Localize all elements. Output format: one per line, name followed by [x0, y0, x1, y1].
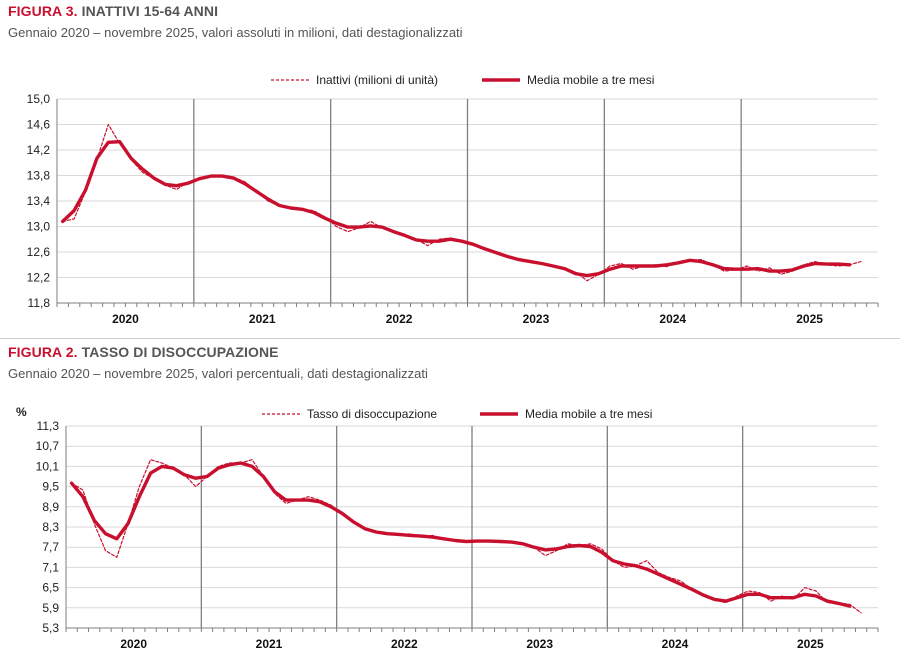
disoccupazione-y-tick-label: 7,1 [42, 560, 59, 574]
inattivi-y-tick-label: 15,0 [27, 92, 51, 106]
inattivi-year-label: 2023 [523, 312, 550, 326]
inattivi-y-tick-label: 13,8 [27, 169, 51, 183]
disoccupazione-legend-label: Media mobile a tre mesi [525, 407, 652, 421]
disoccupazione-year-label: 2022 [391, 637, 418, 651]
disoccupazione-year-label: 2023 [526, 637, 553, 651]
figure-separator [0, 338, 900, 339]
figure-3-title: FIGURA 3. INATTIVI 15-64 ANNI [8, 3, 218, 19]
disoccupazione-y-tick-label: 6,5 [42, 581, 59, 595]
inattivi-legend-label: Media mobile a tre mesi [527, 73, 654, 87]
inattivi-y-tick-label: 14,2 [27, 143, 51, 157]
disoccupazione-y-tick-label: 8,9 [42, 500, 59, 514]
figure-2-title: FIGURA 2. TASSO DI DISOCCUPAZIONE [8, 344, 279, 360]
disoccupazione-year-label: 2020 [120, 637, 147, 651]
disoccupazione-y-tick-label: 11,3 [37, 419, 60, 433]
figure-3-heading: INATTIVI 15-64 ANNI [81, 3, 219, 19]
inattivi-y-tick-label: 11,8 [28, 296, 51, 310]
inattivi-y-tick-label: 13,4 [27, 194, 51, 208]
disoccupazione-legend-label: Tasso di disoccupazione [307, 407, 437, 421]
disoccupazione-y-tick-label: 5,9 [42, 601, 59, 615]
disoccupazione-y-tick-label: 10,1 [36, 459, 60, 473]
inattivi-series-moving-average-line [61, 139, 852, 278]
figure-3-subtitle: Gennaio 2020 – novembre 2025, valori ass… [8, 25, 463, 40]
disoccupazione-y-tick-label: 7,7 [42, 540, 59, 554]
inattivi-y-tick-label: 12,2 [27, 271, 51, 285]
disoccupazione-y-tick-label: 8,3 [42, 520, 59, 534]
inattivi-year-label: 2020 [112, 312, 139, 326]
inattivi-year-label: 2021 [249, 312, 276, 326]
disoccupazione-year-label: 2021 [256, 637, 283, 651]
inattivi-y-tick-label: 14,6 [27, 118, 51, 132]
inattivi-year-label: 2022 [386, 312, 413, 326]
disoccupazione-series-moving-average-line [69, 461, 852, 608]
inattivi-y-tick-label: 12,6 [27, 245, 51, 259]
disoccupazione-y-unit-label: % [16, 405, 27, 419]
inattivi-y-tick-label: 13,0 [27, 220, 51, 234]
figure-2-subtitle: Gennaio 2020 – novembre 2025, valori per… [8, 366, 428, 381]
disoccupazione-year-label: 2024 [662, 637, 689, 651]
figure-2-number: FIGURA 2. [8, 344, 78, 360]
inattivi-chart: 15,0 14,6 14,2 13,8 13,4 13,0 12,6 12,2 11,8 2020… [27, 73, 879, 326]
inattivi-year-label: 2025 [796, 312, 823, 326]
disoccupazione-year-label: 2025 [797, 637, 824, 651]
inattivi-legend-label: Inattivi (milioni di unità) [316, 73, 438, 87]
disoccupazione-y-tick-label: 9,5 [42, 480, 59, 494]
disoccupazione-y-tick-label: 5,3 [42, 621, 59, 635]
disoccupazione-y-tick-label: 10,7 [36, 439, 60, 453]
figure-2-heading: TASSO DI DISOCCUPAZIONE [81, 344, 279, 360]
figure-3-number: FIGURA 3. [8, 3, 78, 19]
inattivi-year-label: 2024 [659, 312, 686, 326]
